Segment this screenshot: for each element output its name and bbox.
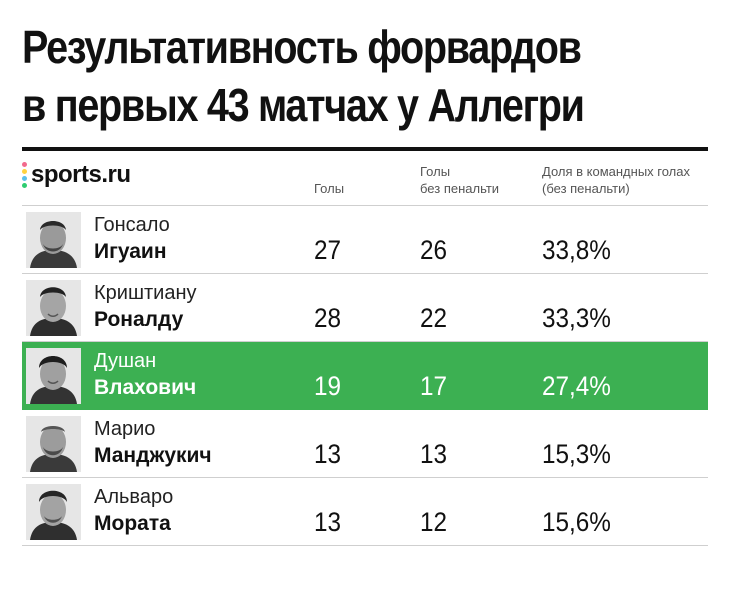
goals-no-penalty-value: 13 bbox=[420, 439, 448, 469]
title-divider bbox=[22, 147, 708, 151]
goals-no-penalty-value: 26 bbox=[420, 235, 448, 265]
player-photo bbox=[26, 212, 81, 268]
player-first-name: Гонсало bbox=[94, 214, 170, 236]
team-share-value: 15,3% bbox=[542, 439, 611, 469]
table-row: Альваро Мората 13 12 15,6% bbox=[22, 478, 708, 546]
logo-dots-icon bbox=[22, 162, 27, 188]
player-photo bbox=[26, 348, 81, 404]
stats-table: Гонсало Игуаин 27 26 33,8% Криштиану Рон… bbox=[22, 205, 708, 546]
player-portrait-icon bbox=[26, 280, 81, 336]
page-title: Результативность форвардов в первых 43 м… bbox=[22, 18, 615, 134]
player-first-name: Душан bbox=[94, 350, 157, 372]
goals-no-penalty-value: 12 bbox=[420, 507, 448, 537]
goals-value: 13 bbox=[314, 507, 342, 537]
player-last-name: Игуаин bbox=[94, 240, 167, 263]
goals-no-penalty-value: 22 bbox=[420, 303, 448, 333]
header-share-line1: Доля в командных голах bbox=[542, 164, 690, 179]
player-photo bbox=[26, 484, 81, 540]
logo-dot bbox=[22, 176, 27, 181]
player-first-name: Марио bbox=[94, 418, 156, 440]
title-line-2: в первых 43 матчах у Аллегри bbox=[22, 79, 585, 131]
header-goals-no-penalty: Голы без пенальти bbox=[420, 163, 499, 197]
logo-text: sports.ru bbox=[31, 161, 131, 188]
header-goals-np-line1: Голы bbox=[420, 164, 451, 179]
player-photo bbox=[26, 416, 81, 472]
player-portrait-icon bbox=[26, 484, 81, 540]
player-portrait-icon bbox=[26, 212, 81, 268]
player-portrait-icon bbox=[26, 348, 81, 404]
goals-value: 19 bbox=[314, 371, 342, 401]
logo-dot bbox=[22, 183, 27, 188]
header-goals: Голы bbox=[314, 180, 344, 197]
player-last-name: Мората bbox=[94, 512, 171, 535]
table-row: Криштиану Роналду 28 22 33,3% bbox=[22, 274, 708, 342]
goals-value: 28 bbox=[314, 303, 342, 333]
logo-dot bbox=[22, 169, 27, 174]
player-last-name: Влахович bbox=[94, 376, 197, 399]
table-row-highlighted: Душан Влахович 19 17 27,4% bbox=[22, 342, 708, 410]
player-last-name: Манджукич bbox=[94, 444, 212, 467]
header-share-line2: (без пенальти) bbox=[542, 181, 630, 196]
title-line-1: Результативность форвардов bbox=[22, 21, 582, 73]
player-first-name: Альваро bbox=[94, 486, 174, 508]
header-goals-label: Голы bbox=[314, 181, 345, 196]
logo-dot bbox=[22, 162, 27, 167]
team-share-value: 15,6% bbox=[542, 507, 611, 537]
team-share-value: 27,4% bbox=[542, 371, 611, 401]
goals-value: 27 bbox=[314, 235, 342, 265]
header-goals-np-line2: без пенальти bbox=[420, 181, 500, 196]
player-photo bbox=[26, 280, 81, 336]
player-last-name: Роналду bbox=[94, 308, 184, 331]
team-share-value: 33,8% bbox=[542, 235, 611, 265]
player-portrait-icon bbox=[26, 416, 81, 472]
goals-value: 13 bbox=[314, 439, 342, 469]
goals-no-penalty-value: 17 bbox=[420, 371, 448, 401]
header-team-share: Доля в командных голах (без пенальти) bbox=[542, 163, 690, 197]
sports-ru-logo: sports.ru bbox=[22, 160, 131, 190]
player-first-name: Криштиану bbox=[94, 282, 197, 304]
table-row: Марио Манджукич 13 13 15,3% bbox=[22, 410, 708, 478]
table-row: Гонсало Игуаин 27 26 33,8% bbox=[22, 206, 708, 274]
team-share-value: 33,3% bbox=[542, 303, 611, 333]
